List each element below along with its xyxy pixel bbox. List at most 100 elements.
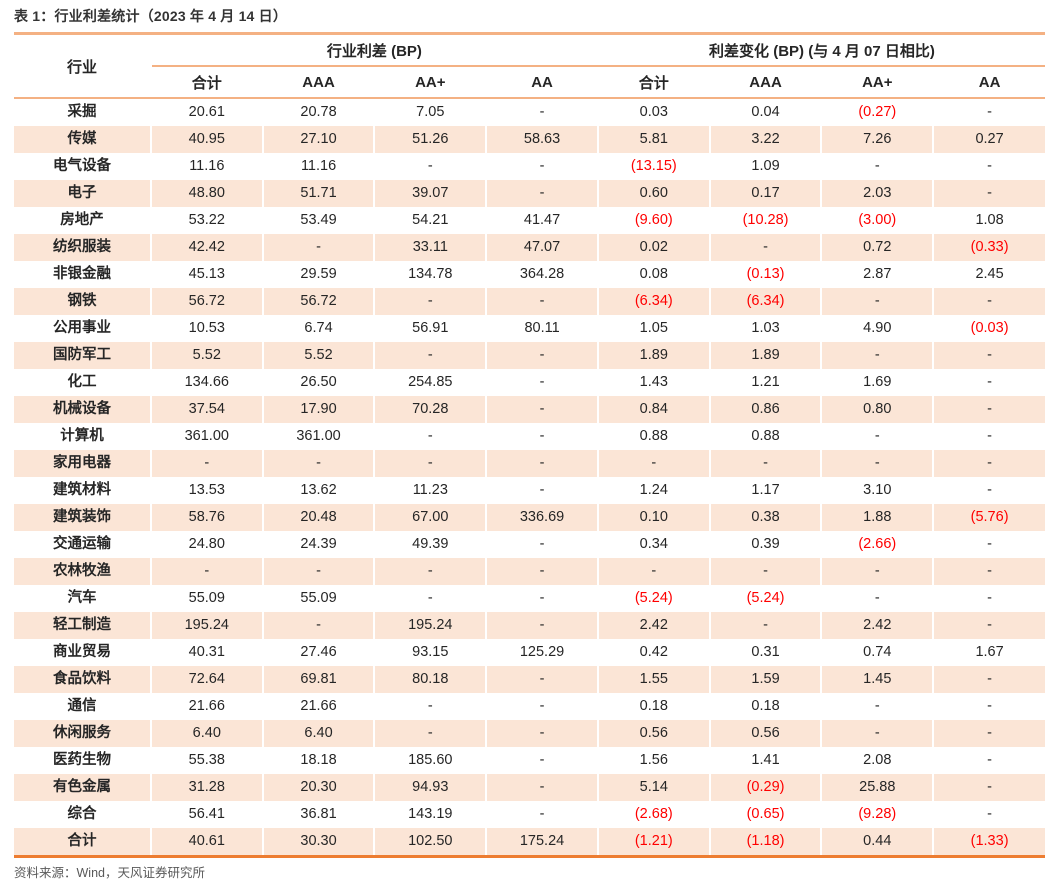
value-cell: 0.44 <box>821 828 935 857</box>
table-row: 合计 40.61 30.30 102.50 175.24 (1.21) (1.18) 0.44… <box>14 828 1045 857</box>
value-cell: 143.19 <box>374 801 488 828</box>
sub-header-cell: AAA <box>709 66 823 99</box>
value-cell: 1.43 <box>597 369 711 396</box>
table-row: 建筑材料 13.53 13.62 11.23-1.24 1.17 3.10- <box>14 477 1045 504</box>
value-cell: 5.14 <box>597 774 711 801</box>
value-cell: - <box>821 342 935 369</box>
value-cell: 13.53 <box>150 477 264 504</box>
value-cell: 0.31 <box>709 639 823 666</box>
value-cell: - <box>486 720 599 747</box>
value-cell: 6.40 <box>262 720 376 747</box>
value-cell: (0.03) <box>970 320 1009 336</box>
table-row: 家用电器 - - - - - - - - <box>14 450 1045 477</box>
value-cell: 11.16 <box>262 153 376 180</box>
value-cell: 0.72 <box>821 234 935 261</box>
industry-label: 电气设备 <box>14 153 152 180</box>
group-header-spread: 行业利差 (BP) <box>150 33 599 67</box>
value-cell: 195.24 <box>150 612 264 639</box>
value-cell: 55.09 <box>262 585 376 612</box>
table-header: 行业 行业利差 (BP) 利差变化 (BP) (与 4 月 07 日相比) 合计… <box>14 33 1045 99</box>
value-cell: 1.03 <box>709 315 823 342</box>
value-cell: 1.55 <box>597 666 711 693</box>
value-cell: 1.89 <box>597 342 711 369</box>
value-cell: 0.34 <box>597 531 711 558</box>
industry-label: 采掘 <box>14 98 152 126</box>
value-cell: - <box>987 725 992 741</box>
value-cell: 361.00 <box>150 423 264 450</box>
sub-header-cell: AA <box>486 66 599 99</box>
value-cell: 1.17 <box>709 477 823 504</box>
industry-label: 建筑材料 <box>14 477 152 504</box>
value-cell: 1.88 <box>821 504 935 531</box>
industry-label: 化工 <box>14 369 152 396</box>
value-cell: 20.30 <box>262 774 376 801</box>
value-cell: - <box>374 450 488 477</box>
value-cell: 20.61 <box>150 98 264 126</box>
value-cell: 0.10 <box>597 504 711 531</box>
value-cell: (0.27) <box>821 98 935 126</box>
value-cell: - <box>486 531 599 558</box>
table-row: 通信 21.66 21.66- -0.18 0.18- - <box>14 693 1045 720</box>
value-cell: 6.74 <box>262 315 376 342</box>
value-cell: 134.78 <box>374 261 488 288</box>
value-cell: (6.34) <box>597 288 711 315</box>
value-cell: (3.00) <box>821 207 935 234</box>
value-cell: (1.21) <box>597 828 711 857</box>
value-cell: - <box>987 428 992 444</box>
value-cell: - <box>987 482 992 498</box>
industry-column-header: 行业 <box>14 33 152 99</box>
value-cell: - <box>987 158 992 174</box>
value-cell: - <box>374 153 488 180</box>
industry-label: 商业贸易 <box>14 639 152 666</box>
value-cell: (5.24) <box>709 585 823 612</box>
value-cell: - <box>486 423 599 450</box>
value-cell: (0.65) <box>709 801 823 828</box>
value-cell: - <box>486 153 599 180</box>
value-cell: 2.45 <box>975 266 1004 282</box>
value-cell: 0.27 <box>975 131 1004 147</box>
value-cell: - <box>262 450 376 477</box>
value-cell: - <box>374 342 488 369</box>
value-cell: - <box>374 585 488 612</box>
value-cell: - <box>486 180 599 207</box>
table-row: 休闲服务 6.40 6.40- -0.56 0.56- - <box>14 720 1045 747</box>
value-cell: 11.23 <box>374 477 488 504</box>
value-cell: 53.22 <box>150 207 264 234</box>
value-cell: 0.56 <box>597 720 711 747</box>
value-cell: 1.24 <box>597 477 711 504</box>
value-cell: 0.03 <box>597 98 711 126</box>
value-cell: (13.15) <box>597 153 711 180</box>
sub-header-cell: AAA <box>262 66 376 99</box>
value-cell: 56.41 <box>150 801 264 828</box>
value-cell: - <box>486 342 599 369</box>
value-cell: 0.18 <box>597 693 711 720</box>
value-cell: 102.50 <box>374 828 488 857</box>
value-cell: 29.59 <box>262 261 376 288</box>
value-cell: 21.66 <box>150 693 264 720</box>
value-cell: 0.17 <box>709 180 823 207</box>
value-cell: - <box>374 558 488 585</box>
value-cell: 24.39 <box>262 531 376 558</box>
value-cell: (1.18) <box>709 828 823 857</box>
value-cell: - <box>486 369 599 396</box>
value-cell: - <box>597 450 711 477</box>
value-cell: 0.02 <box>597 234 711 261</box>
value-cell: 5.81 <box>597 126 711 153</box>
value-cell: - <box>821 558 935 585</box>
value-cell: 2.42 <box>821 612 935 639</box>
group-header-spread-change: 利差变化 (BP) (与 4 月 07 日相比) <box>597 33 1045 67</box>
value-cell: 0.04 <box>709 98 823 126</box>
table-row: 公用事业 10.53 6.74 56.91 80.11 1.05 1.03 4.90 (0.03… <box>14 315 1045 342</box>
industry-label: 汽车 <box>14 585 152 612</box>
value-cell: 2.08 <box>821 747 935 774</box>
value-cell: 0.42 <box>597 639 711 666</box>
value-cell: (5.76) <box>970 509 1009 525</box>
value-cell: 11.16 <box>150 153 264 180</box>
table-row: 农林牧渔 - - - - - - - - <box>14 558 1045 585</box>
table-row: 纺织服装 42.42-33.11 47.07 0.02-0.72 (0.33) <box>14 234 1045 261</box>
industry-label: 国防军工 <box>14 342 152 369</box>
value-cell: 53.49 <box>262 207 376 234</box>
table-row: 医药生物 55.38 18.18 185.60-1.56 1.41 2.08- <box>14 747 1045 774</box>
value-cell: 1.09 <box>709 153 823 180</box>
value-cell: - <box>486 558 599 585</box>
